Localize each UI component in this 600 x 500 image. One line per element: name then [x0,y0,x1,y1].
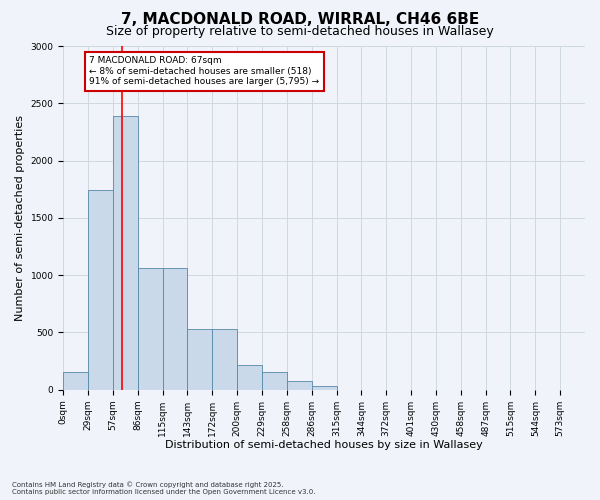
Bar [113,116,138,390]
Bar [63,372,88,390]
Bar [262,372,287,390]
Bar [287,381,312,390]
Bar [187,329,212,390]
Text: 7, MACDONALD ROAD, WIRRAL, CH46 6BE: 7, MACDONALD ROAD, WIRRAL, CH46 6BE [121,12,479,28]
Text: Size of property relative to semi-detached houses in Wallasey: Size of property relative to semi-detach… [106,25,494,38]
Bar [138,268,163,390]
Bar [212,329,237,390]
X-axis label: Distribution of semi-detached houses by size in Wallasey: Distribution of semi-detached houses by … [165,440,483,450]
Text: 7 MACDONALD ROAD: 67sqm
← 8% of semi-detached houses are smaller (518)
91% of se: 7 MACDONALD ROAD: 67sqm ← 8% of semi-det… [89,56,319,86]
Y-axis label: Number of semi-detached properties: Number of semi-detached properties [15,115,25,321]
Bar [237,365,262,390]
Bar [312,386,337,390]
Bar [88,190,113,390]
Text: Contains HM Land Registry data © Crown copyright and database right 2025.
Contai: Contains HM Land Registry data © Crown c… [12,482,316,495]
Bar [163,268,187,390]
